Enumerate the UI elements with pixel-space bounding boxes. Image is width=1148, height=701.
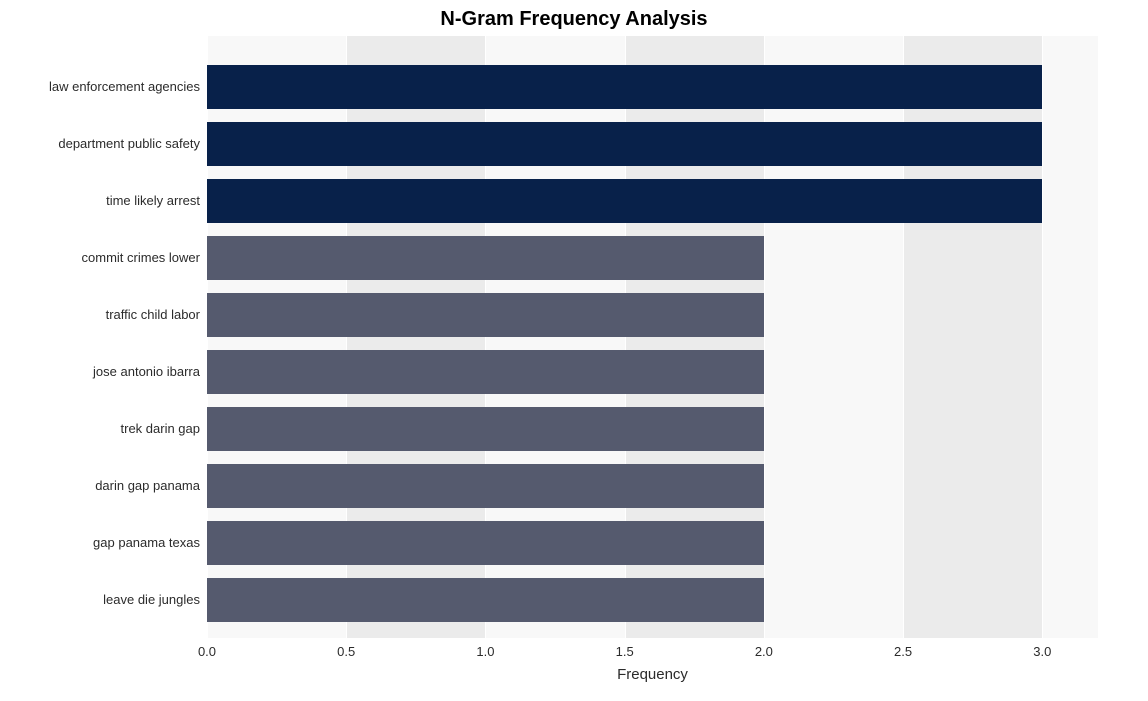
bar <box>207 407 764 451</box>
y-tick-label: law enforcement agencies <box>0 80 200 94</box>
bar <box>207 578 764 622</box>
bar <box>207 464 764 508</box>
y-tick-label: department public safety <box>0 137 200 151</box>
x-tick-label: 1.5 <box>605 644 645 659</box>
bar <box>207 350 764 394</box>
gridline <box>1042 36 1043 638</box>
x-tick-label: 1.0 <box>465 644 505 659</box>
y-tick-label: jose antonio ibarra <box>0 365 200 379</box>
y-tick-label: leave die jungles <box>0 593 200 607</box>
x-tick-label: 0.0 <box>187 644 227 659</box>
ngram-chart: N-Gram Frequency Analysis Frequency law … <box>0 0 1148 701</box>
chart-title: N-Gram Frequency Analysis <box>0 8 1148 31</box>
bar <box>207 521 764 565</box>
bar <box>207 179 1042 223</box>
y-tick-label: gap panama texas <box>0 536 200 550</box>
plot-area <box>207 36 1098 638</box>
x-tick-label: 3.0 <box>1022 644 1062 659</box>
x-tick-label: 2.0 <box>744 644 784 659</box>
bar <box>207 236 764 280</box>
y-tick-label: commit crimes lower <box>0 251 200 265</box>
y-tick-label: trek darin gap <box>0 422 200 436</box>
y-tick-label: darin gap panama <box>0 479 200 493</box>
x-tick-label: 0.5 <box>326 644 366 659</box>
bar <box>207 122 1042 166</box>
bar <box>207 293 764 337</box>
x-axis-label: Frequency <box>207 666 1098 683</box>
y-tick-label: traffic child labor <box>0 308 200 322</box>
y-tick-label: time likely arrest <box>0 194 200 208</box>
bar <box>207 65 1042 109</box>
x-tick-label: 2.5 <box>883 644 923 659</box>
